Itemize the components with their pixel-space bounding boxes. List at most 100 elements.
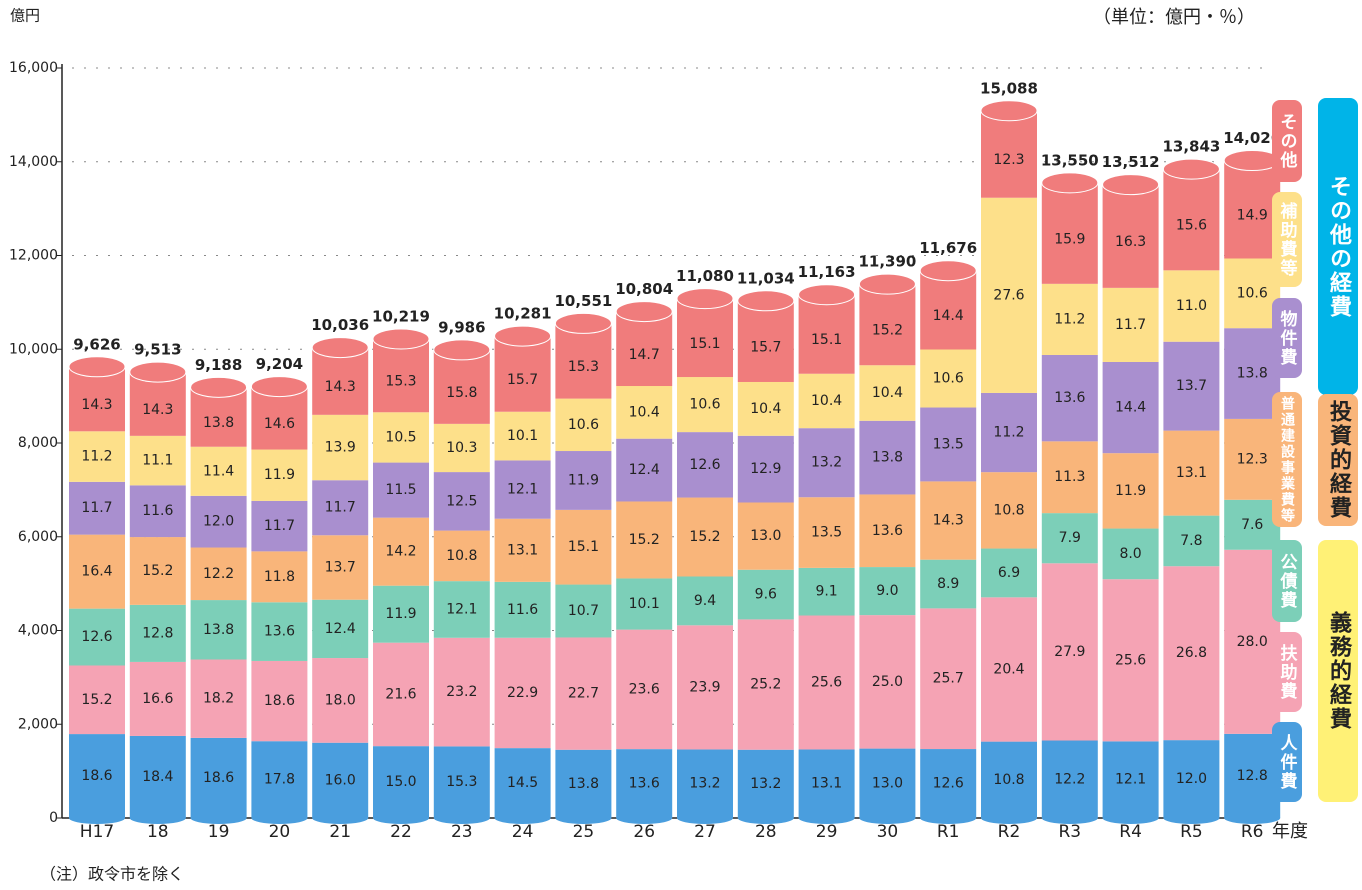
bar-segment	[555, 322, 612, 399]
y-tick-label: 10,000	[9, 341, 58, 357]
bar-segment	[981, 392, 1037, 473]
bar-segment	[555, 584, 612, 638]
data-label: 12.4	[629, 462, 660, 478]
data-label: 15.7	[507, 372, 538, 388]
bar-segment	[677, 497, 733, 577]
bar-segment	[555, 509, 612, 585]
bar-segment	[1163, 341, 1220, 431]
bar-top	[919, 260, 977, 282]
data-label: 18.6	[81, 768, 112, 784]
data-label: 25.0	[872, 674, 903, 690]
data-label: 12.6	[933, 776, 964, 792]
data-label: 10.4	[872, 385, 903, 401]
bar-segment	[920, 481, 977, 560]
bar-segment	[616, 749, 673, 818]
data-label: 13.1	[811, 776, 842, 792]
bar-segment	[1224, 418, 1281, 500]
y-tick-label: 12,000	[9, 248, 58, 264]
bar-segment	[737, 619, 794, 750]
data-label: 14.3	[142, 402, 173, 418]
data-label: 25.2	[750, 677, 781, 693]
bar-segment	[737, 435, 794, 503]
bar-segment	[1163, 169, 1220, 271]
data-label: 16.3	[1115, 234, 1146, 250]
data-label: 11.2	[993, 425, 1024, 441]
data-label: 15.1	[689, 336, 720, 352]
data-label: 13.5	[933, 436, 964, 452]
bar-segment	[129, 485, 186, 538]
x-label: 年度	[1272, 821, 1308, 842]
data-label: 11.2	[81, 449, 112, 465]
data-label: 10.8	[993, 772, 1024, 788]
total-label: 11,676	[919, 239, 977, 257]
bar-segment	[433, 746, 490, 818]
data-label: 11.2	[1054, 311, 1085, 327]
x-tick-label: R5	[1180, 822, 1203, 842]
bar-segment	[616, 438, 673, 502]
bar-top	[554, 312, 612, 334]
bar-segment	[251, 500, 308, 552]
x-tick-label: 25	[573, 822, 595, 842]
bar-segment	[920, 559, 977, 609]
data-label: 11.6	[142, 503, 173, 519]
bar-top	[980, 100, 1038, 122]
data-label: 11.8	[264, 569, 295, 585]
bar-segment	[129, 735, 186, 818]
bar-segment	[312, 347, 369, 415]
bar-segment	[616, 311, 673, 387]
data-label: 13.1	[1176, 465, 1207, 481]
total-label: 9,513	[134, 341, 181, 359]
y-tick-label: 0	[49, 810, 58, 826]
bar-segment	[129, 661, 186, 736]
bar-segment	[1102, 528, 1159, 580]
x-tick-label: 30	[877, 822, 899, 842]
data-label: 14.4	[933, 308, 964, 324]
x-tick-label: 23	[451, 822, 473, 842]
data-label: 9.6	[755, 587, 777, 603]
data-label: 22.9	[507, 685, 538, 701]
bar-segment	[1224, 328, 1281, 419]
data-label: 13.2	[811, 455, 842, 471]
y-unit: 億円	[10, 7, 40, 25]
bar-segment	[190, 446, 247, 496]
y-tick-label: 4,000	[18, 623, 58, 639]
data-label: 13.6	[264, 624, 295, 640]
bar-segment	[373, 412, 429, 463]
data-label: 15.1	[568, 539, 599, 555]
legend-item: その他	[1272, 100, 1302, 182]
data-label: 13.8	[1237, 366, 1268, 382]
data-label: 14.3	[81, 397, 112, 413]
bar-segment	[737, 502, 794, 570]
x-tick-label: R3	[1058, 822, 1081, 842]
total-label: 11,163	[798, 263, 856, 281]
bar-top	[68, 356, 126, 378]
bar-segment	[1224, 258, 1281, 329]
data-label: 10.3	[446, 440, 477, 456]
bar-segment	[859, 284, 916, 366]
bar-segment	[1041, 441, 1098, 514]
data-label: 13.8	[568, 776, 599, 792]
y-tick-label: 8,000	[18, 435, 58, 451]
data-label: 11.0	[1176, 298, 1207, 314]
bar-segment	[677, 377, 733, 433]
bar-segment	[555, 637, 612, 750]
bar-segment	[129, 537, 186, 605]
bar-segment	[1102, 579, 1159, 742]
bar-segment	[798, 749, 855, 818]
total-label: 10,551	[554, 292, 612, 310]
data-label: 27.6	[993, 287, 1024, 303]
x-tick-label: 27	[694, 822, 716, 842]
data-label: 18.0	[325, 692, 356, 708]
x-tick-label: R1	[937, 822, 960, 842]
data-label: 14.9	[1237, 208, 1268, 224]
data-label: 13.8	[203, 415, 234, 431]
bar-segment	[1163, 430, 1220, 516]
bar-segment	[981, 741, 1037, 818]
x-tick-label: H17	[80, 822, 114, 842]
bar-segment	[616, 386, 673, 439]
bar-segment	[1224, 499, 1281, 550]
bar-segment	[616, 629, 673, 750]
y-tick-label: 16,000	[9, 60, 58, 76]
data-label: 15.8	[446, 385, 477, 401]
